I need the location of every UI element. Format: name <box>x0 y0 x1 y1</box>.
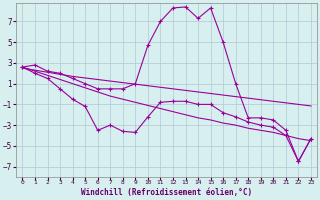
X-axis label: Windchill (Refroidissement éolien,°C): Windchill (Refroidissement éolien,°C) <box>81 188 252 197</box>
